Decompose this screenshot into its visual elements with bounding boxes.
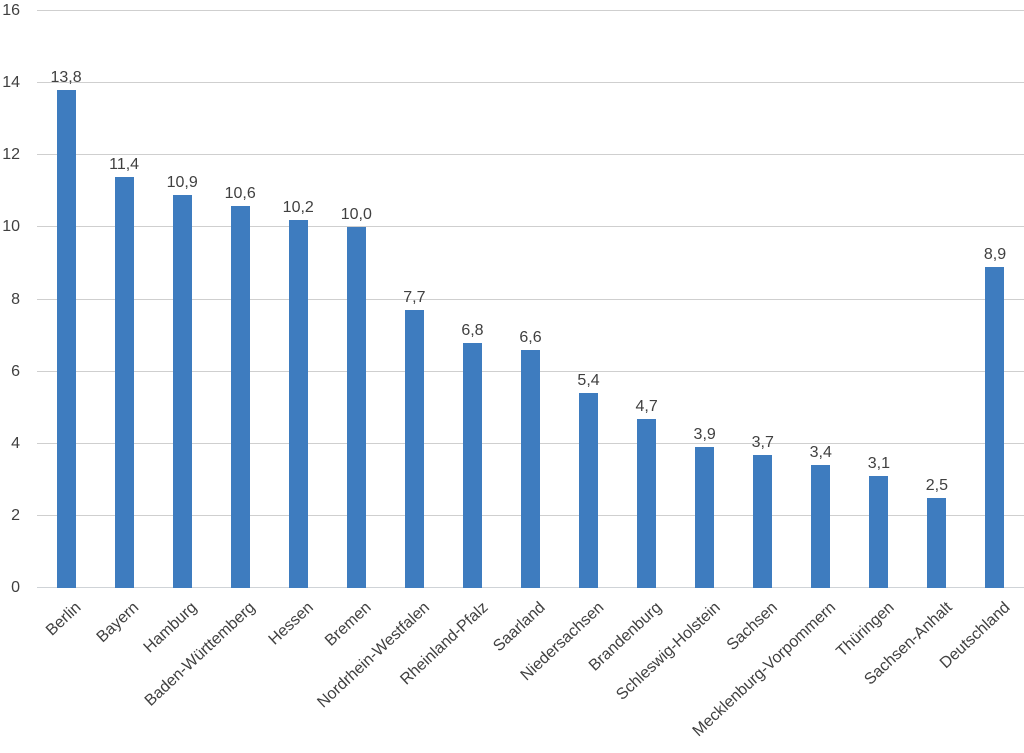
x-axis-label: Schleswig-Holstein <box>612 599 724 704</box>
bar-rheinland-pfalz <box>462 342 482 588</box>
gridline <box>37 226 1024 228</box>
y-axis-tick-label: 0 <box>11 579 20 596</box>
bar-value-label: 3,1 <box>867 455 890 473</box>
bar-value-label: 8,9 <box>983 246 1007 264</box>
bar-value-label: 3,7 <box>751 433 774 451</box>
y-axis-tick-label: 16 <box>2 2 20 19</box>
bar-niedersachsen <box>579 393 599 588</box>
bar-value-label: 10,9 <box>166 173 198 191</box>
gridline <box>37 154 1024 156</box>
bar-value-label: 3,9 <box>693 426 716 444</box>
x-axis-label: Baden-Württemberg <box>141 599 259 710</box>
plot-area: 13,8 11,4 10,9 10,6 10,2 10,0 7,7 6,8 6,6 5,4 4,7 3… <box>37 10 1024 588</box>
gridline <box>37 82 1024 84</box>
x-axis-label: Berlin <box>43 599 85 640</box>
y-axis-tick-label: 6 <box>11 362 20 380</box>
bar-saarland <box>521 350 540 588</box>
x-axis-label: Hessen <box>265 599 317 649</box>
bar-value-label: 6,8 <box>461 321 484 339</box>
bar-deutschland <box>985 267 1005 588</box>
bar-bayern <box>114 176 134 588</box>
bar-hamburg <box>172 194 192 588</box>
x-axis-label: Bayern <box>94 599 143 647</box>
bar-brandenburg <box>637 418 657 588</box>
bar-value-label: 5,4 <box>577 372 600 390</box>
x-axis-label: Nordrhein-Westfalen <box>314 599 433 712</box>
bar-value-label: 4,7 <box>635 397 658 415</box>
bar-mecklenburg-vorpommern <box>811 465 831 588</box>
bar-sachsen <box>753 454 773 588</box>
x-axis-label: Sachsen <box>724 599 782 654</box>
bar-value-label: 7,7 <box>403 289 426 307</box>
bar-value-label: 10,6 <box>224 184 256 202</box>
bar-value-label: 10,0 <box>340 206 372 224</box>
bar-baden-w-rttemberg <box>230 205 250 588</box>
y-axis: 0 2 4 6 8 10 12 14 16 <box>0 2 20 596</box>
x-axis-label: Saarland <box>490 599 550 656</box>
bar-value-label: 3,4 <box>809 444 832 462</box>
bar-nordrhein-westfalen <box>404 310 424 588</box>
gridline <box>37 10 1024 11</box>
bar-hessen <box>288 220 308 588</box>
x-axis-label: Bremen <box>322 599 375 650</box>
y-axis-tick-label: 14 <box>2 74 20 92</box>
y-axis-tick-label: 2 <box>11 506 20 524</box>
bar-th-ringen <box>869 476 889 588</box>
bar-sachsen-anhalt <box>927 497 947 588</box>
bar-schleswig-holstein <box>695 447 715 588</box>
y-axis-tick-label: 10 <box>2 218 20 236</box>
bar-value-label: 10,2 <box>282 199 314 217</box>
bar-bremen <box>346 227 366 588</box>
bar-value-label: 6,6 <box>519 329 542 346</box>
y-axis-tick-label: 12 <box>2 146 20 164</box>
bar-berlin <box>56 90 76 588</box>
bar-value-label: 11,4 <box>109 155 140 173</box>
y-axis-tick-label: 4 <box>11 434 20 452</box>
gridline <box>37 298 1024 300</box>
x-axis: Berlin Bayern Hamburg Baden-Württemberg Hess… <box>37 588 1024 753</box>
y-axis-tick-label: 8 <box>11 290 20 308</box>
bar-value-label: 13,8 <box>50 69 82 87</box>
bar-value-label: 2,5 <box>925 476 949 494</box>
